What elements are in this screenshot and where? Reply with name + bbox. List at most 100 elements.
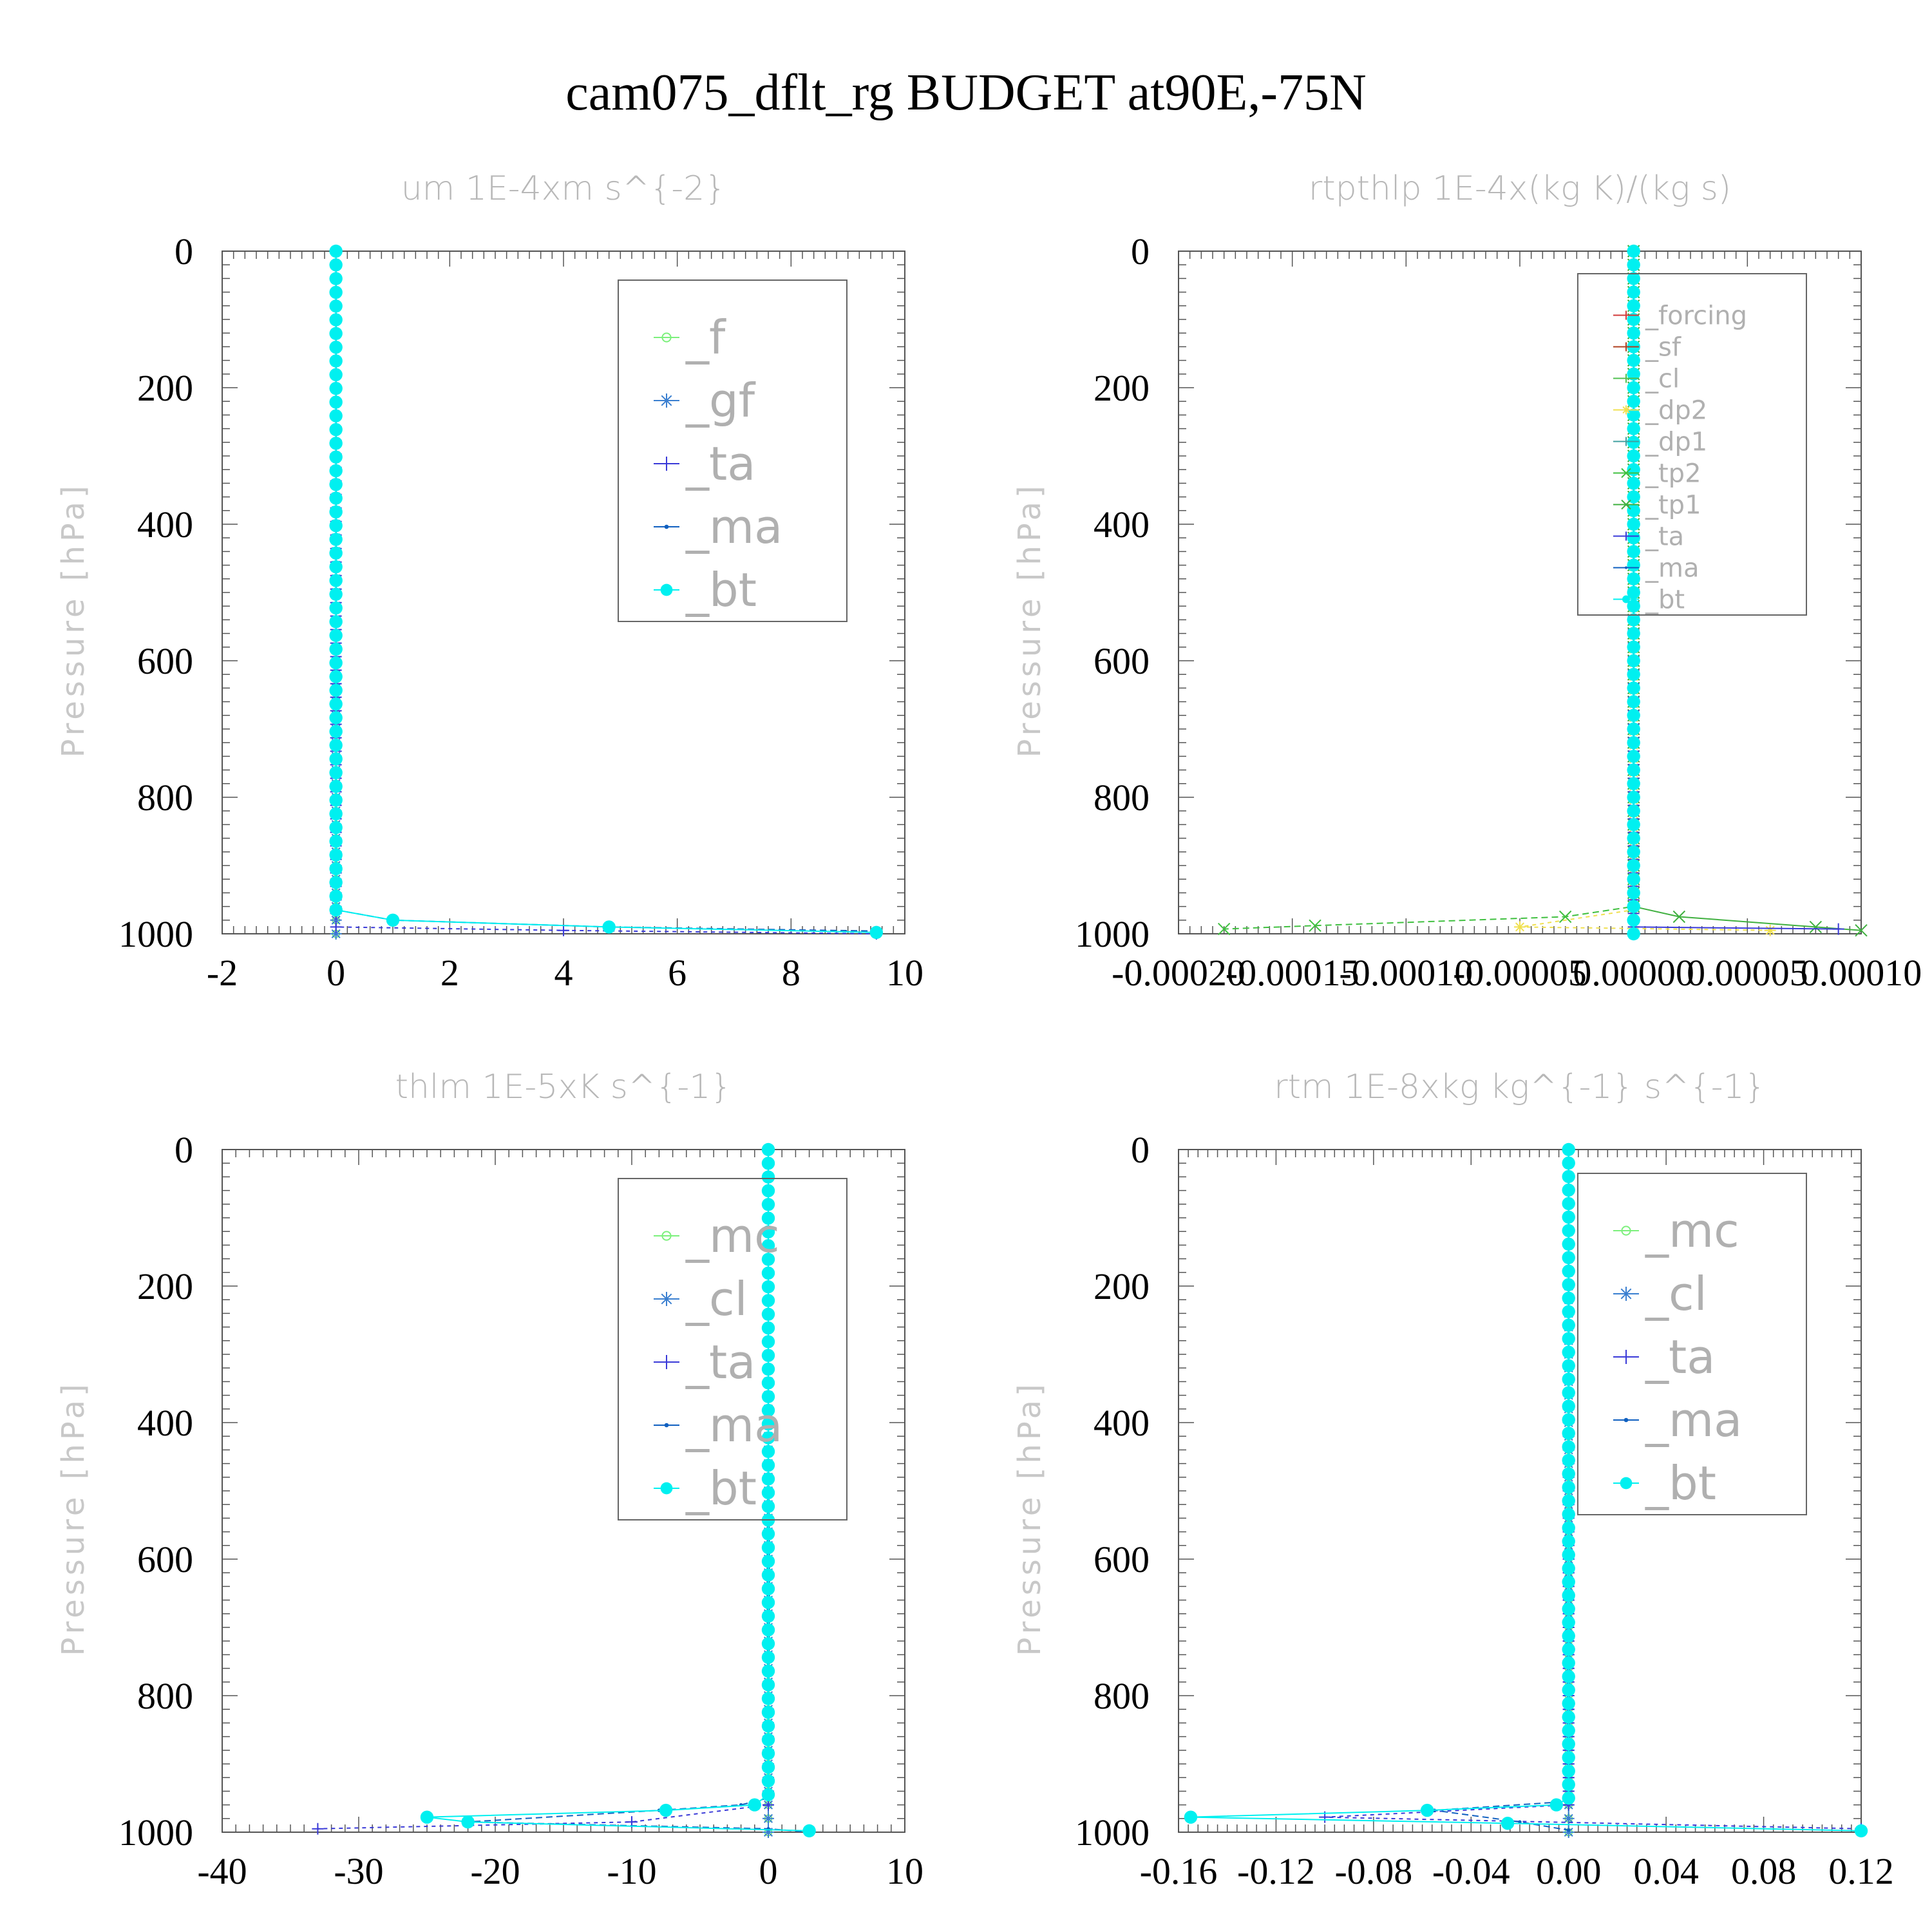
legend-entry: _cl xyxy=(654,1272,748,1326)
legend-label: _bt xyxy=(685,1461,757,1515)
panel-2: rtpthlp 1E-4x(kg K)/(kg s) Pressure [hPa]… xyxy=(1012,169,1922,994)
data-point xyxy=(761,1376,775,1390)
data-point xyxy=(329,354,343,368)
series-ta xyxy=(330,245,882,940)
panel-4: rtm 1E-8xkg kg^{-1} s^{-1} Pressure [hPa]… xyxy=(1012,1068,1894,1892)
x-tick-label: 0.00000 xyxy=(1573,952,1694,994)
x-tick-label: -40 xyxy=(197,1850,247,1892)
legend-label: _dp1 xyxy=(1645,428,1707,457)
legend-label: _ma xyxy=(1645,1393,1742,1447)
data-point xyxy=(329,327,343,341)
data-point xyxy=(329,272,343,285)
data-point xyxy=(1627,449,1640,463)
data-point xyxy=(1562,1737,1575,1751)
legend-entry: _ta xyxy=(654,1335,755,1389)
data-point xyxy=(1627,654,1640,668)
data-point xyxy=(1627,477,1640,490)
data-point xyxy=(761,1142,775,1157)
data-point xyxy=(761,1198,775,1211)
data-point xyxy=(1855,923,1868,937)
data-point xyxy=(1562,1669,1575,1683)
data-point xyxy=(1627,818,1640,831)
data-point xyxy=(869,925,884,940)
series-ma xyxy=(1432,1148,1571,1832)
legend-box xyxy=(1577,1173,1807,1515)
legend-label: _tp2 xyxy=(1645,459,1701,489)
data-point xyxy=(761,1444,775,1459)
x-tick-label: -0.08 xyxy=(1334,1850,1412,1892)
data-point xyxy=(461,1815,475,1829)
series-line xyxy=(1519,251,1770,931)
data-point xyxy=(1562,1413,1575,1426)
y-tick-label: 800 xyxy=(1094,1675,1150,1717)
data-point xyxy=(761,1170,775,1184)
data-point xyxy=(1627,708,1640,723)
data-point xyxy=(329,670,343,683)
legend-label: _ta xyxy=(685,437,755,491)
data-point xyxy=(761,1774,775,1788)
data-point xyxy=(329,587,343,601)
data-point xyxy=(1562,1332,1575,1345)
legend: _forcing_sf_cl_dp2_dp1_tp2_tp1_ta_ma_bt xyxy=(1577,273,1807,616)
y-tick-label: 400 xyxy=(137,504,193,545)
data-point xyxy=(329,683,343,697)
y-tick-label: 600 xyxy=(137,640,193,682)
legend-entry: _ta xyxy=(1613,1330,1715,1384)
data-point xyxy=(329,876,343,889)
data-point xyxy=(1562,1291,1575,1305)
data-point xyxy=(1562,1318,1575,1332)
data-point xyxy=(1562,1643,1575,1656)
data-point xyxy=(329,574,343,587)
data-point xyxy=(761,1719,775,1733)
data-point xyxy=(329,738,343,752)
legend-label: _bt xyxy=(1645,1456,1716,1510)
legend-label: _ma xyxy=(1645,554,1699,583)
data-point xyxy=(761,1582,775,1596)
legend-entry: _sf xyxy=(1613,333,1681,363)
data-point xyxy=(329,724,343,739)
legend-marker xyxy=(1622,374,1631,383)
x-tick-label: 0.08 xyxy=(1731,1850,1797,1892)
data-point xyxy=(1627,913,1640,927)
data-point xyxy=(761,1458,775,1472)
legend-entry: _bt xyxy=(1613,585,1685,615)
data-point xyxy=(1627,435,1640,449)
data-point xyxy=(1562,1372,1575,1386)
legend-marker xyxy=(660,1482,673,1495)
data-point xyxy=(1562,1616,1575,1629)
data-point xyxy=(1832,923,1844,935)
x-tick-label: 8 xyxy=(782,952,800,994)
data-point xyxy=(1562,1602,1575,1616)
data-point xyxy=(1562,1183,1575,1197)
data-point xyxy=(1501,1817,1515,1830)
data-point xyxy=(761,1651,775,1664)
legend: _f _gf _ta _ma _bt xyxy=(618,279,848,622)
data-point xyxy=(1627,804,1640,818)
legend-entry: _tp2 xyxy=(1613,459,1701,489)
data-point xyxy=(1562,1683,1575,1697)
data-point xyxy=(329,820,343,835)
x-tick-label: 10 xyxy=(886,952,923,994)
data-point xyxy=(329,519,343,533)
data-point xyxy=(330,914,342,926)
x-tick-label: 6 xyxy=(668,952,687,994)
data-point xyxy=(1562,1264,1575,1278)
x-tick-label: -2 xyxy=(207,952,238,994)
data-point xyxy=(1809,920,1823,934)
figure-title: cam075_dflt_rg BUDGET at90E,-75N xyxy=(565,64,1367,121)
data-point xyxy=(761,1596,775,1609)
data-point xyxy=(1627,531,1640,545)
legend-box xyxy=(618,279,848,622)
x-tick-label: 4 xyxy=(554,952,573,994)
legend-marker xyxy=(1624,1417,1629,1423)
data-point xyxy=(329,889,343,903)
data-point xyxy=(1627,558,1640,572)
series-ta xyxy=(1319,1144,1867,1835)
data-point xyxy=(761,1623,775,1637)
y-tick-label: 1000 xyxy=(118,913,193,955)
x-tick-label: -0.00005 xyxy=(1453,952,1587,994)
series-ma xyxy=(334,249,878,933)
data-point xyxy=(329,450,343,464)
data-point xyxy=(329,395,343,409)
data-point xyxy=(329,258,343,272)
